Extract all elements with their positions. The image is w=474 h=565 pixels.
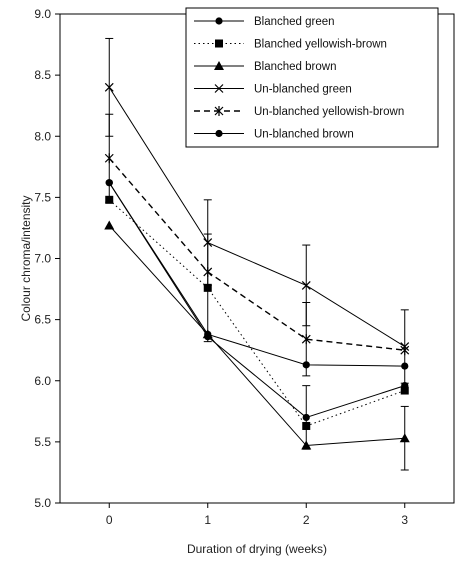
- legend-label: Un-blanched brown: [254, 129, 354, 141]
- y-tick-label: 5.5: [34, 435, 51, 449]
- series-line: [108, 87, 406, 347]
- series-line: [108, 182, 405, 367]
- legend-item-0: Blanched green: [194, 16, 335, 28]
- data-point: [302, 421, 311, 430]
- y-tick-label: 9.0: [34, 7, 51, 21]
- series-line: [108, 199, 405, 427]
- x-tick-label: 2: [303, 513, 310, 527]
- y-axis-title: Colour chroma/intensity: [19, 195, 33, 321]
- series-2: [104, 220, 410, 471]
- x-axis-title: Duration of drying (weeks): [187, 542, 327, 556]
- data-point: [105, 179, 113, 187]
- legend-swatch-marker: [214, 84, 224, 93]
- series-line: [108, 157, 405, 351]
- data-point: [104, 82, 114, 92]
- data-point: [301, 280, 311, 290]
- x-tick-label: 3: [401, 513, 408, 527]
- y-tick-label: 6.0: [34, 374, 51, 388]
- data-point: [301, 334, 311, 345]
- legend-label: Blanched yellowish-brown: [254, 39, 387, 51]
- series-0: [105, 179, 409, 450]
- y-tick-label: 8.5: [34, 68, 51, 82]
- data-point: [203, 238, 213, 248]
- legend-label: Blanched brown: [254, 61, 336, 73]
- data-point: [203, 266, 213, 277]
- x-tick-label: 0: [106, 513, 113, 527]
- legend-swatch-marker: [214, 106, 224, 116]
- legend-label: Un-blanched yellowish-brown: [254, 106, 404, 118]
- legend: Blanched green Blanched yellowish-brown Bl…: [185, 7, 439, 148]
- legend-box: [185, 7, 439, 148]
- x-tick-label: 1: [204, 513, 211, 527]
- series-layer: [104, 37, 410, 471]
- legend-swatch-marker: [215, 129, 223, 138]
- legend-item-2: Blanched brown: [194, 61, 336, 73]
- legend-label: Blanched green: [254, 16, 335, 28]
- y-tick-label: 8.0: [34, 129, 51, 143]
- legend-swatch-marker: [215, 17, 223, 25]
- legend-item-5: Un-blanched brown: [194, 129, 354, 141]
- legend-item-3: Un-blanched green: [194, 84, 352, 96]
- series-1: [105, 195, 409, 430]
- data-point: [400, 386, 409, 395]
- legend-swatch-marker: [215, 39, 223, 48]
- data-point: [400, 345, 410, 356]
- data-point: [302, 361, 310, 369]
- data-point: [399, 433, 410, 443]
- data-point: [204, 330, 212, 338]
- data-point: [104, 153, 114, 164]
- legend-label: Un-blanched green: [254, 84, 352, 96]
- data-point: [401, 362, 409, 370]
- axes: 5.0 5.5 6.0 6.5 7.0 7.5 8.0 8.5 9.0 0 1 2 3: [34, 7, 455, 527]
- series-5: [105, 179, 409, 370]
- y-tick-label: 6.5: [34, 313, 51, 327]
- series-line: [108, 225, 405, 447]
- data-point: [203, 283, 212, 292]
- series-line: [108, 182, 405, 418]
- legend-swatch-marker: [214, 61, 224, 70]
- data-point: [301, 440, 312, 450]
- data-point: [302, 413, 310, 422]
- legend-item-4: Un-blanched yellowish-brown: [194, 106, 404, 118]
- y-tick-label: 7.0: [34, 252, 51, 266]
- legend-item-1: Blanched yellowish-brown: [194, 39, 387, 51]
- data-point: [104, 220, 115, 230]
- y-tick-label: 7.5: [34, 190, 51, 204]
- y-tick-label: 5.0: [34, 496, 51, 510]
